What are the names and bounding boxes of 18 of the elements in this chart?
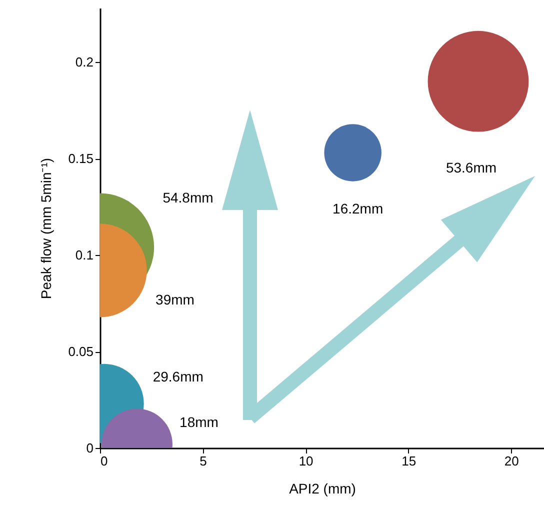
- y-tick-label: 0: [86, 440, 94, 456]
- annotation: 18mm: [180, 414, 218, 430]
- x-tick-label: 20: [504, 454, 519, 468]
- annotation: 16.2mm: [332, 200, 384, 217]
- annotation: 29.6mm: [152, 368, 204, 385]
- y-tick-label: 0.05: [68, 344, 94, 360]
- annotation: 53.6mm: [446, 159, 497, 176]
- annotation: 39mm: [156, 291, 194, 308]
- y-tick-label: 0.15: [68, 151, 94, 166]
- y-axis-title: Peak flow (mm 5min⁻¹): [38, 158, 54, 300]
- x-tick-label: 0: [100, 454, 108, 468]
- x-axis-title: API2 (mm): [289, 480, 356, 496]
- y-tick-label: 0.2: [75, 54, 94, 70]
- x-tick-label: 15: [402, 454, 416, 468]
- x-tick-label: 10: [298, 454, 314, 468]
- annotation: 54.8mm: [162, 189, 214, 206]
- y-tick-label: 0.1: [75, 248, 94, 263]
- x-tick-label: 5: [200, 454, 207, 468]
